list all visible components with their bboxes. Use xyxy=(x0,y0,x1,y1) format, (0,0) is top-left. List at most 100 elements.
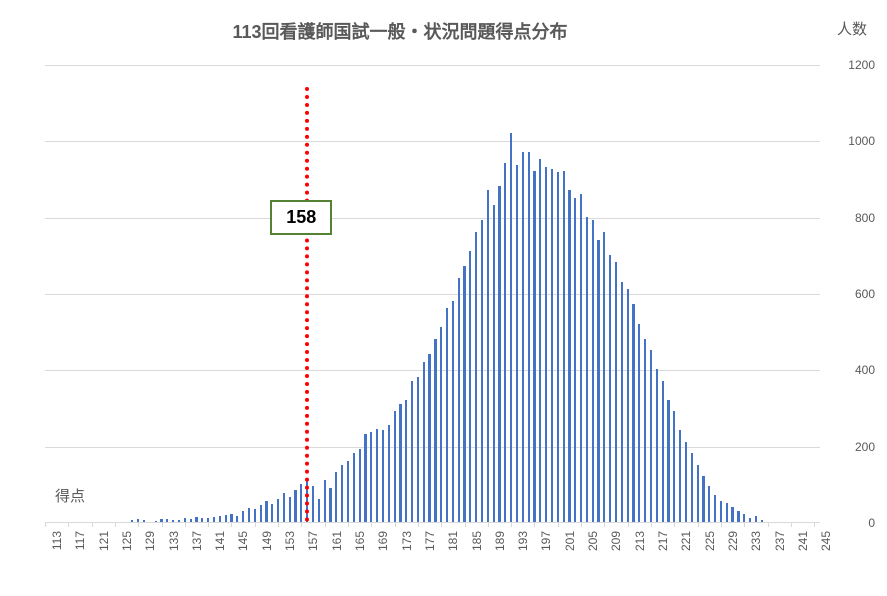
bar xyxy=(731,507,733,522)
x-tick-label: 205 xyxy=(586,531,600,551)
x-tick-mark xyxy=(45,522,46,527)
x-tick-mark xyxy=(418,522,419,527)
bar xyxy=(411,381,413,522)
x-tick-mark xyxy=(395,522,396,527)
x-tick-label: 125 xyxy=(120,531,134,551)
y-tick-label: 400 xyxy=(825,363,875,377)
x-tick-mark xyxy=(208,522,209,527)
bar xyxy=(341,465,343,522)
bar xyxy=(714,495,716,522)
x-tick-mark xyxy=(325,522,326,527)
bar xyxy=(166,519,168,522)
bar xyxy=(574,198,576,522)
bar xyxy=(289,497,291,522)
x-tick-label: 145 xyxy=(236,531,250,551)
x-tick-label: 177 xyxy=(423,531,437,551)
bar xyxy=(685,442,687,522)
x-tick-mark xyxy=(768,522,769,527)
bar xyxy=(516,165,518,522)
bar xyxy=(737,511,739,522)
bar xyxy=(755,516,757,522)
x-tick-label: 117 xyxy=(73,531,87,550)
bar xyxy=(761,520,763,522)
bar xyxy=(248,508,250,523)
bar xyxy=(359,449,361,522)
bar xyxy=(254,509,256,522)
x-tick-label: 113 xyxy=(50,531,64,550)
bar xyxy=(580,194,582,522)
bar xyxy=(726,503,728,522)
x-tick-label: 149 xyxy=(260,531,274,551)
bar xyxy=(697,465,699,522)
bar xyxy=(487,190,489,522)
bar xyxy=(702,476,704,522)
bar xyxy=(201,518,203,522)
bar xyxy=(423,362,425,522)
bar xyxy=(388,425,390,522)
x-tick-label: 185 xyxy=(470,531,484,551)
x-tick-label: 141 xyxy=(213,531,227,551)
x-tick-mark xyxy=(511,522,512,527)
x-tick-mark xyxy=(465,522,466,527)
x-tick-mark xyxy=(814,522,815,527)
x-tick-mark xyxy=(278,522,279,527)
x-tick-label: 245 xyxy=(819,531,833,551)
bar xyxy=(283,493,285,522)
x-tick-label: 229 xyxy=(726,531,740,551)
x-tick-label: 201 xyxy=(563,531,577,551)
bar xyxy=(236,516,238,522)
reference-label: 158 xyxy=(270,200,332,235)
x-tick-label: 217 xyxy=(656,531,670,551)
bar xyxy=(691,453,693,522)
bar xyxy=(225,515,227,522)
x-tick-label: 133 xyxy=(167,531,181,551)
bar xyxy=(195,517,197,522)
x-tick-label: 237 xyxy=(773,531,787,551)
x-tick-mark xyxy=(68,522,69,527)
bar xyxy=(131,520,133,522)
x-tick-label: 197 xyxy=(539,531,553,551)
bar xyxy=(417,377,419,522)
bar xyxy=(627,289,629,522)
x-tick-label: 169 xyxy=(376,531,390,551)
x-tick-mark xyxy=(115,522,116,527)
y-tick-label: 800 xyxy=(825,211,875,225)
bar xyxy=(347,461,349,522)
bar xyxy=(172,520,174,522)
bar xyxy=(399,404,401,522)
bar xyxy=(271,504,273,522)
bar xyxy=(656,369,658,522)
y-axis-title: 人数 xyxy=(837,18,867,39)
x-tick-label: 181 xyxy=(446,531,460,551)
x-tick-label: 193 xyxy=(516,531,530,551)
bar xyxy=(324,480,326,522)
bar xyxy=(533,171,535,522)
bar xyxy=(300,484,302,522)
bar xyxy=(463,266,465,522)
bar xyxy=(481,220,483,522)
x-tick-label: 173 xyxy=(400,531,414,551)
x-tick-label: 221 xyxy=(679,531,693,551)
bar xyxy=(294,490,296,522)
x-tick-label: 241 xyxy=(796,531,810,551)
bar xyxy=(720,501,722,522)
bar xyxy=(632,304,634,522)
bar xyxy=(650,350,652,522)
bar xyxy=(405,400,407,522)
bar xyxy=(318,499,320,522)
x-tick-mark xyxy=(534,522,535,527)
bar xyxy=(615,262,617,522)
bar xyxy=(242,511,244,522)
bar xyxy=(353,453,355,522)
x-tick-mark xyxy=(441,522,442,527)
bar xyxy=(230,514,232,522)
bar xyxy=(155,521,157,522)
bar xyxy=(335,472,337,522)
bar xyxy=(382,430,384,522)
x-tick-mark xyxy=(744,522,745,527)
bar xyxy=(469,251,471,522)
bar xyxy=(277,499,279,522)
x-tick-mark xyxy=(371,522,372,527)
x-tick-mark xyxy=(698,522,699,527)
y-tick-label: 0 xyxy=(825,516,875,530)
